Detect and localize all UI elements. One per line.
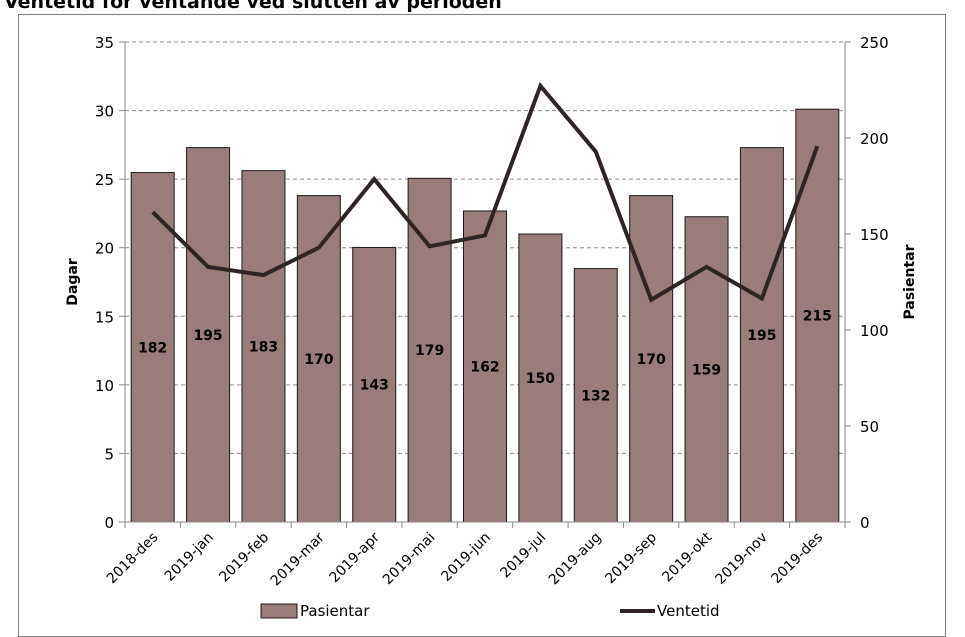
- bar-value-label: 182: [138, 340, 167, 356]
- bar-2019-mar: [296, 195, 341, 523]
- legend-swatch-pasientar: [260, 603, 298, 619]
- x-tick-labels: 2018-des 2019-jan 2019-feb2019-mar2019-apr…: [104, 522, 846, 589]
- bar-value-label: 170: [304, 352, 333, 368]
- left-tick-label: 25: [95, 171, 114, 189]
- x-tick-label: 2019-jun: [438, 530, 493, 585]
- bar-2019-des: [795, 108, 840, 523]
- x-tick-label: 2019-aug: [546, 530, 605, 589]
- bar-value-label: 162: [470, 359, 499, 375]
- legend-label-ventetid: Ventetid: [657, 602, 720, 620]
- left-tick-label: 10: [95, 377, 114, 395]
- right-tick-label: 100: [860, 322, 889, 340]
- x-tick-label: 2018-des: [104, 530, 162, 588]
- bar-2019-feb: [241, 170, 286, 523]
- left-tick-label: 5: [104, 445, 114, 463]
- bar-value-label: 215: [803, 309, 832, 325]
- line-series: [151, 81, 820, 303]
- axes: [124, 42, 846, 523]
- left-tick-label: 35: [95, 34, 114, 52]
- bar-value-label: 183: [249, 339, 278, 355]
- bar-value-label: 143: [360, 378, 389, 394]
- data-labels: 182 195 183 170 143 179 162 150 132 170 159 195 215: [138, 309, 832, 405]
- left-tick-label: 30: [95, 103, 114, 121]
- x-tick-label: 2019-mai: [380, 530, 439, 589]
- right-tick-label: 150: [860, 226, 889, 244]
- y-axis-label: Dagar: [65, 258, 81, 306]
- right-tick-label: 50: [860, 418, 879, 436]
- x-tick-label: 2019-nov: [712, 530, 770, 588]
- bar-2018-des: [130, 172, 175, 523]
- ventetid-line: [151, 81, 820, 303]
- bar-value-label: 195: [193, 328, 222, 344]
- x-tick-label: 2019-mar: [268, 529, 328, 589]
- right-tick-label: 0: [860, 514, 870, 532]
- bar-value-label: 179: [415, 343, 444, 359]
- x-tick-label: 2019-sep: [602, 529, 660, 587]
- bar-2019-nov: [739, 147, 784, 523]
- legend: Pasientar Ventetid: [260, 602, 720, 620]
- right-tick-label: 200: [860, 130, 889, 148]
- bar-2019-apr: [352, 246, 397, 523]
- bar-2019-sep: [629, 195, 674, 523]
- legend-label-pasientar: Pasientar: [300, 602, 370, 620]
- left-tick-label: 15: [95, 308, 114, 326]
- left-tick-label: 20: [95, 240, 114, 258]
- left-tick-label: 0: [104, 514, 114, 532]
- y2-axis-label: Pasientar: [902, 244, 918, 319]
- x-tick-label: 2019-feb: [216, 529, 272, 585]
- x-tick-label: 2019-okt: [659, 529, 715, 585]
- bar-2019-jul: [518, 233, 563, 523]
- right-tick-label: 250: [860, 34, 889, 52]
- bar-2019-aug: [573, 268, 618, 523]
- bar-value-label: 195: [747, 328, 776, 344]
- chart-title: Ventetid for ventande ved slutten av per…: [4, 0, 502, 13]
- left-tick-labels: 0 5 10 15 20 25 30 35: [95, 34, 125, 532]
- bar-value-label: 132: [581, 388, 610, 404]
- x-tick-label: 2019-jul: [497, 530, 549, 582]
- bar-series: [130, 108, 840, 523]
- x-tick-label: 2019-des: [769, 530, 827, 588]
- x-tick-label: 2019-jan: [162, 530, 217, 585]
- right-tick-labels: 0 50 100 150 200 250: [845, 34, 889, 532]
- bar-value-label: 150: [526, 371, 555, 387]
- bar-value-label: 159: [692, 362, 721, 378]
- x-tick-label: 2019-apr: [327, 529, 384, 586]
- bar-value-label: 170: [637, 352, 666, 368]
- bar-2019-jan: [186, 147, 231, 523]
